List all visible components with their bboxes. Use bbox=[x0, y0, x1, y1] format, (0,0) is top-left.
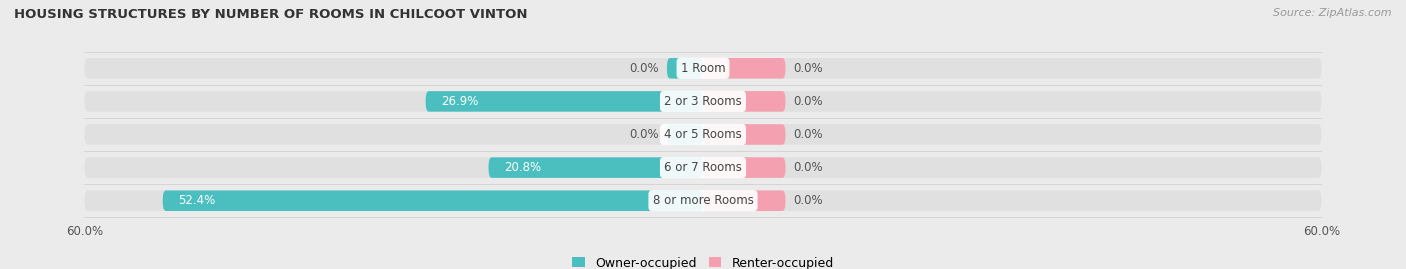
FancyBboxPatch shape bbox=[703, 91, 786, 112]
FancyBboxPatch shape bbox=[703, 124, 786, 145]
Text: 1 Room: 1 Room bbox=[681, 62, 725, 75]
Text: HOUSING STRUCTURES BY NUMBER OF ROOMS IN CHILCOOT VINTON: HOUSING STRUCTURES BY NUMBER OF ROOMS IN… bbox=[14, 8, 527, 21]
Text: 0.0%: 0.0% bbox=[628, 128, 658, 141]
FancyBboxPatch shape bbox=[163, 190, 703, 211]
Text: 20.8%: 20.8% bbox=[503, 161, 541, 174]
FancyBboxPatch shape bbox=[703, 58, 786, 79]
Text: 8 or more Rooms: 8 or more Rooms bbox=[652, 194, 754, 207]
Legend: Owner-occupied, Renter-occupied: Owner-occupied, Renter-occupied bbox=[568, 252, 838, 269]
Text: 0.0%: 0.0% bbox=[628, 62, 658, 75]
Text: 0.0%: 0.0% bbox=[794, 95, 824, 108]
FancyBboxPatch shape bbox=[84, 58, 1322, 79]
FancyBboxPatch shape bbox=[703, 157, 786, 178]
FancyBboxPatch shape bbox=[84, 157, 1322, 178]
FancyBboxPatch shape bbox=[703, 190, 786, 211]
Text: 2 or 3 Rooms: 2 or 3 Rooms bbox=[664, 95, 742, 108]
Text: 4 or 5 Rooms: 4 or 5 Rooms bbox=[664, 128, 742, 141]
FancyBboxPatch shape bbox=[488, 157, 703, 178]
Text: 0.0%: 0.0% bbox=[794, 62, 824, 75]
FancyBboxPatch shape bbox=[84, 190, 1322, 211]
Text: 26.9%: 26.9% bbox=[441, 95, 478, 108]
Text: 6 or 7 Rooms: 6 or 7 Rooms bbox=[664, 161, 742, 174]
Text: 0.0%: 0.0% bbox=[794, 128, 824, 141]
FancyBboxPatch shape bbox=[84, 124, 1322, 145]
Text: Source: ZipAtlas.com: Source: ZipAtlas.com bbox=[1274, 8, 1392, 18]
FancyBboxPatch shape bbox=[666, 58, 703, 79]
FancyBboxPatch shape bbox=[426, 91, 703, 112]
FancyBboxPatch shape bbox=[666, 124, 703, 145]
Text: 0.0%: 0.0% bbox=[794, 161, 824, 174]
FancyBboxPatch shape bbox=[84, 91, 1322, 112]
Text: 52.4%: 52.4% bbox=[179, 194, 215, 207]
Text: 0.0%: 0.0% bbox=[794, 194, 824, 207]
